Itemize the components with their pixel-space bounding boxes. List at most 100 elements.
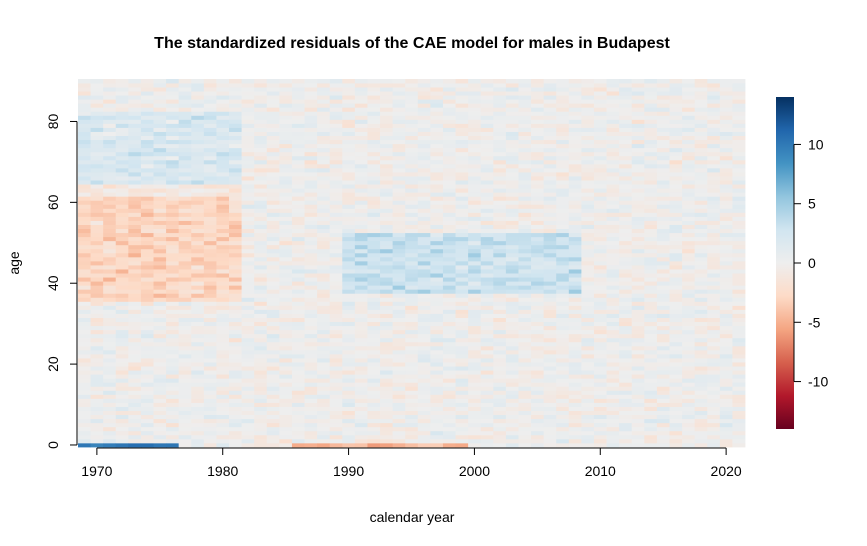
heatmap-cell [442, 301, 456, 306]
heatmap-cell [518, 115, 532, 120]
heatmap-cell [216, 289, 230, 294]
heatmap-cell [266, 196, 280, 201]
heatmap-cell [719, 248, 733, 254]
heatmap-cell [115, 208, 129, 213]
heatmap-cell [493, 285, 507, 290]
heatmap-cell [329, 139, 343, 145]
heatmap-cell [392, 103, 406, 108]
heatmap-cell [216, 430, 230, 436]
heatmap-cell [153, 131, 167, 137]
heatmap-cell [329, 212, 343, 217]
heatmap-cell [216, 83, 230, 88]
heatmap-cell [140, 333, 154, 339]
heatmap-cell [90, 115, 104, 120]
heatmap-cell [229, 244, 242, 250]
heatmap-cell [153, 163, 167, 169]
heatmap-cell [128, 293, 142, 298]
heatmap-cell [304, 244, 318, 250]
heatmap-cell [430, 370, 444, 375]
heatmap-cell [669, 79, 683, 84]
heatmap-cell [266, 305, 280, 310]
heatmap-cell [480, 313, 494, 318]
heatmap-cell [581, 353, 595, 359]
heatmap-cell [543, 99, 557, 104]
heatmap-cell [606, 196, 620, 201]
heatmap-cell [417, 349, 431, 355]
heatmap-cell [254, 398, 268, 403]
heatmap-cell [229, 353, 242, 359]
heatmap-cell [480, 147, 494, 153]
heatmap-cell [707, 269, 721, 274]
heatmap-cell [229, 95, 242, 100]
heatmap-cell [78, 366, 91, 371]
heatmap-cell [115, 285, 129, 290]
heatmap-cell [380, 180, 394, 185]
heatmap-cell [442, 224, 456, 230]
heatmap-cell [166, 301, 180, 306]
heatmap-cell [682, 131, 696, 137]
heatmap-cell [115, 438, 129, 444]
heatmap-cell [191, 151, 205, 157]
heatmap-cell [178, 244, 192, 250]
heatmap-cell [593, 337, 607, 343]
heatmap-cell [279, 131, 293, 137]
heatmap-cell [442, 285, 456, 290]
heatmap-cell [128, 418, 142, 424]
heatmap-cell [669, 374, 683, 379]
heatmap-cell [216, 224, 230, 230]
heatmap-cell [304, 224, 318, 230]
heatmap-cell [682, 252, 696, 258]
heatmap-cell [531, 321, 545, 327]
heatmap-cell [367, 236, 381, 242]
heatmap-cell [191, 91, 205, 96]
heatmap-cell [606, 277, 620, 282]
heatmap-cell [178, 260, 192, 266]
heatmap-cell [593, 208, 607, 213]
heatmap-cell [279, 123, 293, 128]
heatmap-cell [430, 232, 444, 238]
heatmap-cell [593, 196, 607, 201]
heatmap-cell [153, 95, 167, 100]
heatmap-cell [631, 260, 645, 266]
heatmap-cell [317, 358, 331, 363]
heatmap-cell [178, 115, 192, 120]
heatmap-cell [241, 123, 255, 128]
heatmap-cell [631, 204, 645, 209]
heatmap-cell [153, 390, 167, 395]
heatmap-cell [216, 208, 230, 213]
heatmap-cell [417, 188, 431, 193]
heatmap-cell [367, 362, 381, 367]
heatmap-cell [203, 176, 217, 181]
heatmap-cell [115, 309, 129, 314]
heatmap-cell [78, 131, 91, 137]
heatmap-cell [153, 289, 167, 294]
heatmap-cell [140, 434, 154, 440]
heatmap-cell [367, 273, 381, 278]
heatmap-cell [90, 390, 104, 395]
heatmap-cell [103, 422, 117, 428]
heatmap-cell [140, 398, 154, 403]
heatmap-cell [430, 305, 444, 310]
heatmap-cell [518, 329, 532, 335]
heatmap-cell [417, 204, 431, 209]
heatmap-cell [682, 325, 696, 331]
heatmap-cell [505, 159, 519, 165]
heatmap-cell [719, 240, 733, 246]
heatmap-cell [619, 394, 633, 399]
heatmap-cell [128, 143, 142, 149]
heatmap-cell [354, 297, 368, 302]
heatmap-cell [568, 176, 582, 181]
heatmap-cell [505, 277, 519, 282]
heatmap-cell [380, 321, 394, 327]
heatmap-cell [568, 212, 582, 217]
heatmap-cell [291, 127, 305, 132]
heatmap-cell [543, 139, 557, 145]
heatmap-cell [732, 244, 746, 250]
heatmap-cell [468, 382, 482, 387]
heatmap-cell [203, 341, 217, 347]
heatmap-cell [166, 103, 180, 108]
heatmap-cell [241, 139, 255, 145]
heatmap-cell [480, 269, 494, 274]
heatmap-cell [442, 176, 456, 181]
heatmap-cell [254, 374, 268, 379]
